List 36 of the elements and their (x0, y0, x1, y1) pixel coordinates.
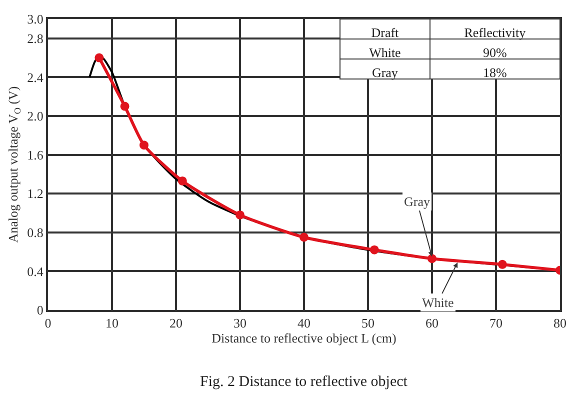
point (498, 260, 507, 269)
point (428, 254, 436, 264)
y-tick-label: 0.4 (27, 264, 44, 279)
point (236, 210, 244, 220)
y-tick-label: 2.0 (27, 108, 44, 124)
caption: Fig. 2 Distance to reflective object (200, 374, 408, 390)
x-tick-label: 40 (298, 316, 310, 331)
annotation: Gray (404, 194, 430, 209)
point (370, 245, 379, 254)
annotation: White (369, 44, 402, 60)
x-tick-label: 20 (170, 316, 182, 331)
y-tick-label: 1.6 (27, 147, 44, 162)
x-axis-title: Distance to reflective object L (cm) (212, 330, 396, 346)
y-tick-label: 0 (36, 302, 44, 318)
point (178, 176, 187, 186)
annotation: 90% (483, 44, 508, 60)
x-tick-label: 60 (426, 316, 438, 331)
point (94, 53, 104, 62)
annotation: Reflectivity (464, 24, 526, 40)
x-tick-label: 70 (490, 316, 502, 331)
point (140, 140, 148, 150)
y-tick-label: 1.2 (27, 186, 44, 202)
y-tick-label: 3.0 (27, 12, 44, 27)
y-tick-label: 2.4 (27, 70, 44, 85)
annotation: 18% (483, 64, 508, 80)
x-tick-label: 30 (234, 316, 246, 331)
annotation: Draft (371, 24, 400, 40)
x-tick-label: 80 (554, 316, 566, 331)
y-tick-label: 2.8 (27, 30, 44, 46)
x-tick-label: 50 (362, 316, 374, 331)
point (120, 102, 130, 111)
annotation: White (422, 295, 454, 310)
x-tick-label: 10 (106, 316, 118, 331)
point (300, 232, 308, 242)
annotation: Gray (372, 64, 398, 80)
y-tick-label: 0.8 (27, 224, 44, 240)
